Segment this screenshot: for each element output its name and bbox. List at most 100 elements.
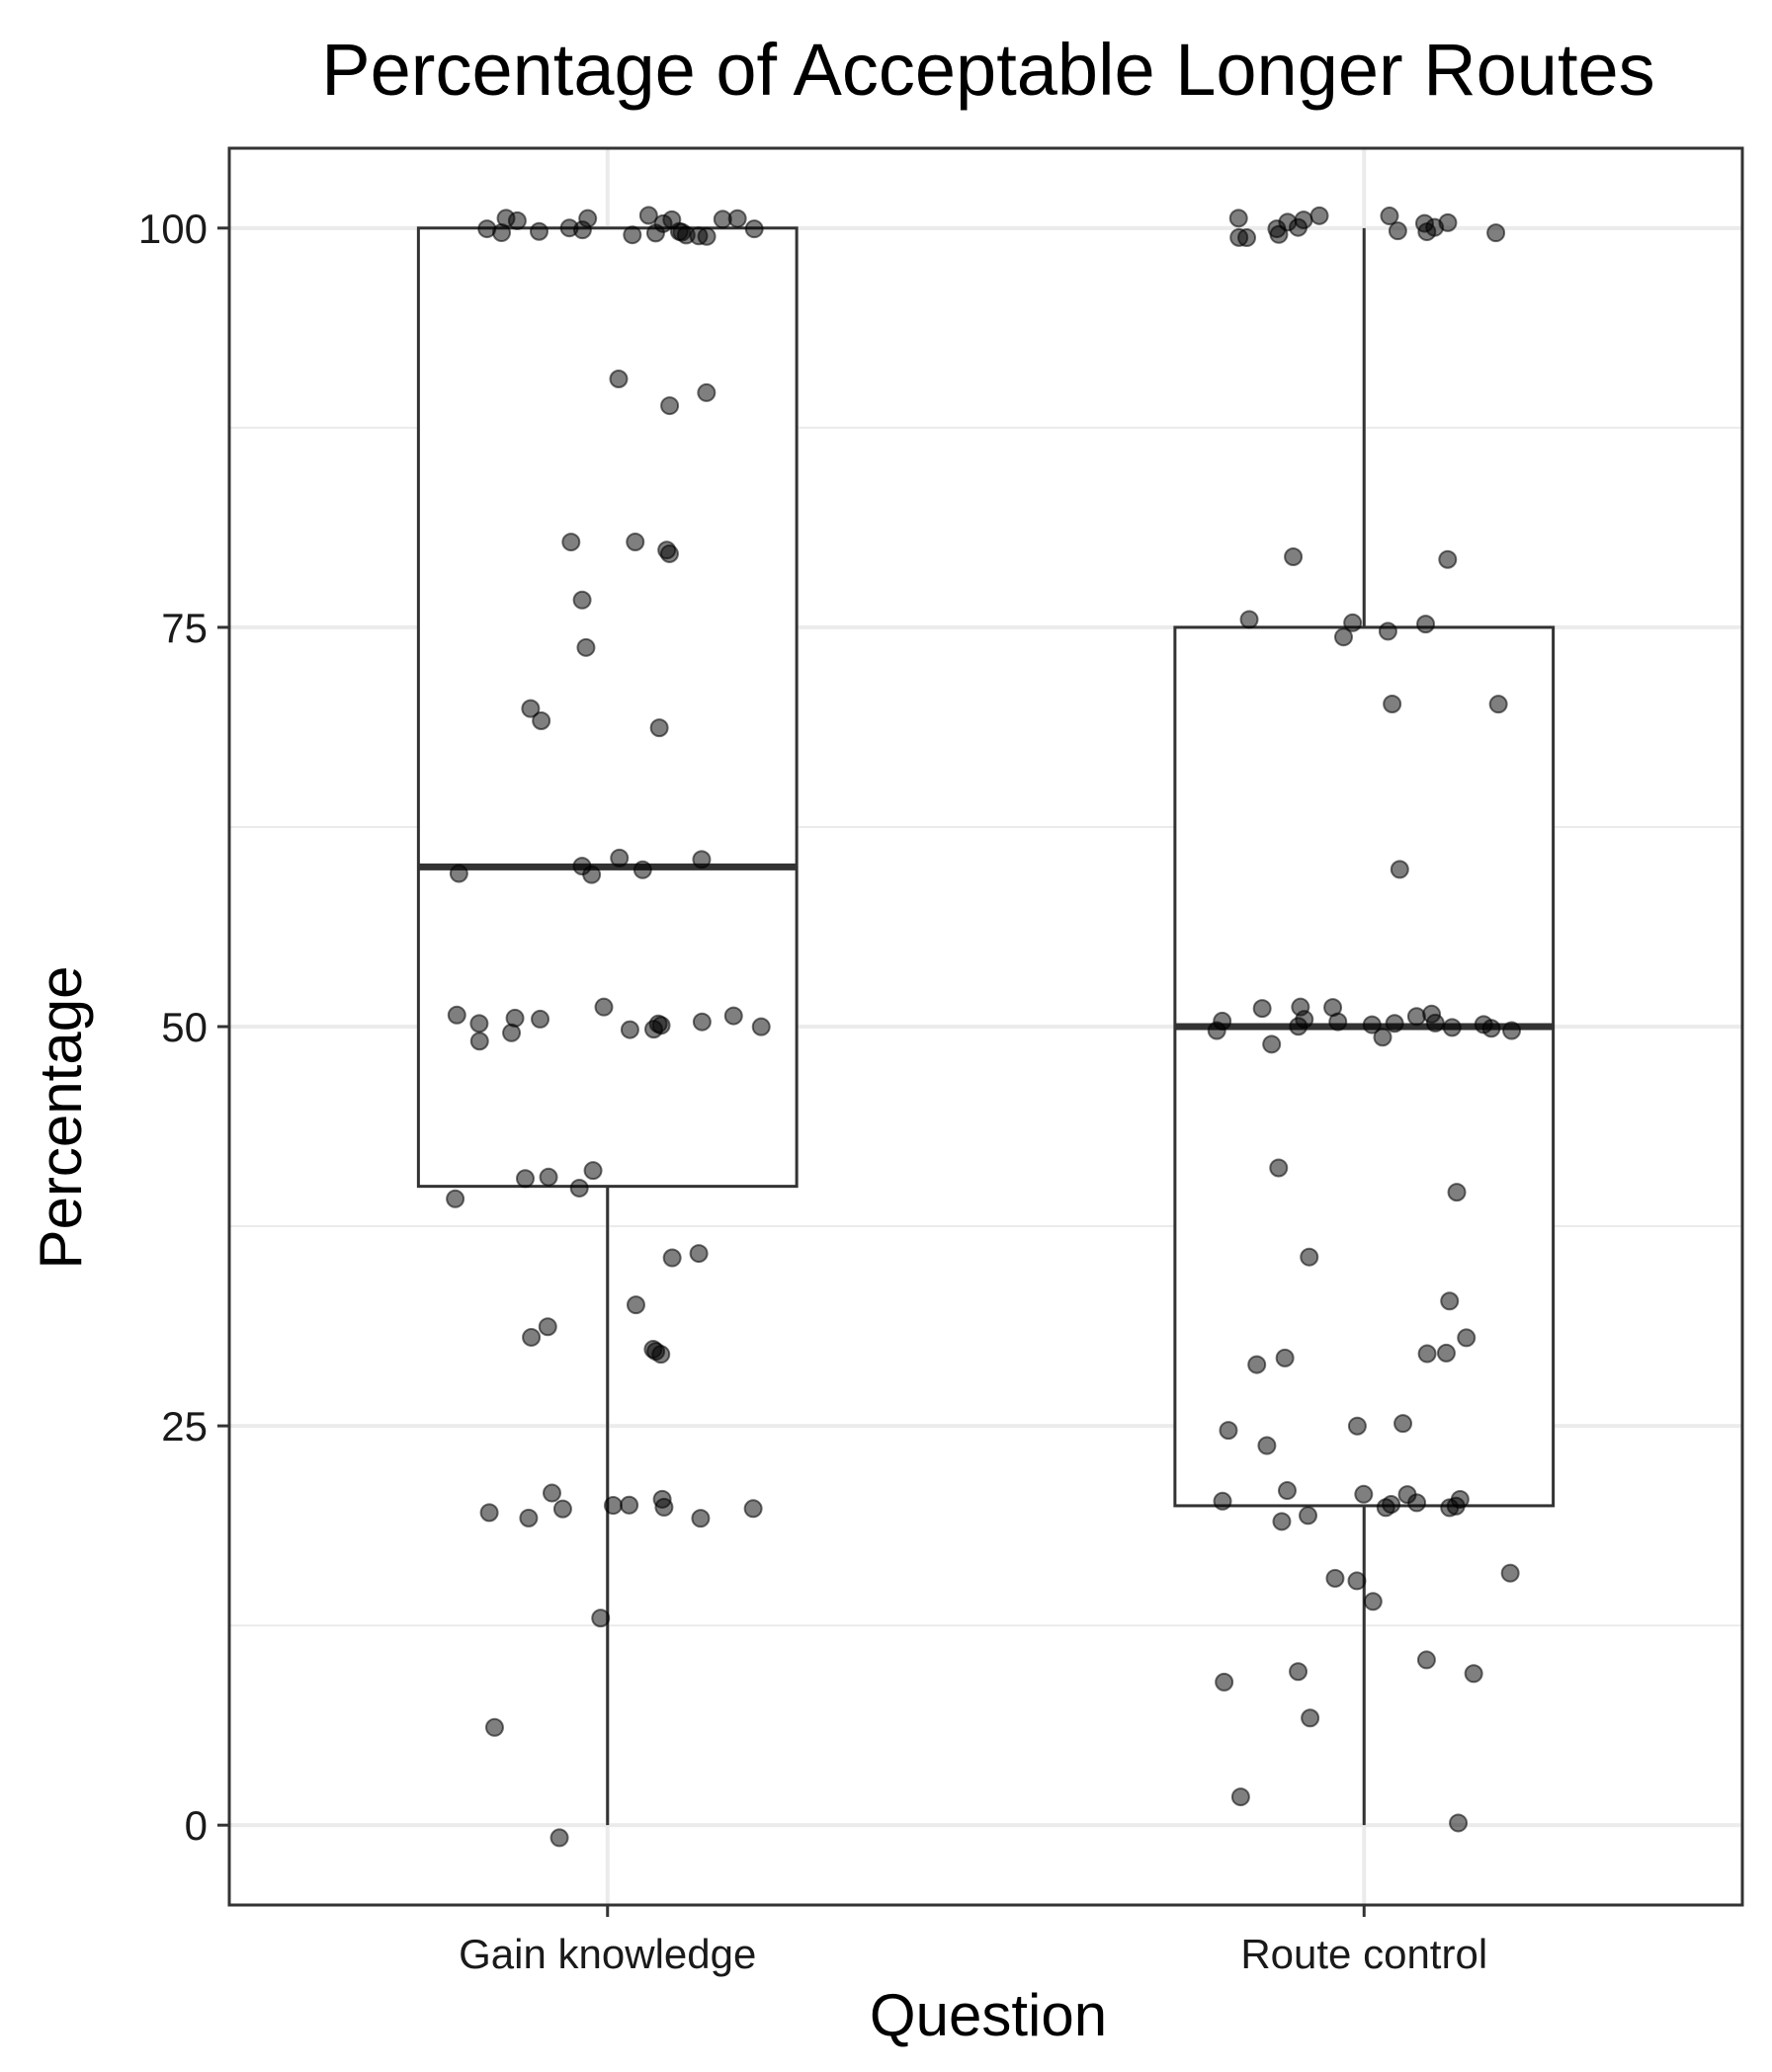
data-point: [1447, 1183, 1467, 1202]
data-point: [1325, 1568, 1345, 1588]
data-point: [1383, 694, 1402, 713]
data-point: [1464, 1664, 1483, 1684]
data-point: [469, 1014, 489, 1034]
data-point: [1385, 1014, 1404, 1034]
data-point: [484, 1717, 504, 1737]
data-point: [1219, 1421, 1238, 1441]
data-point: [620, 1495, 639, 1515]
data-point: [649, 718, 669, 738]
data-point: [582, 865, 602, 884]
data-point: [549, 1828, 569, 1848]
data-point: [1275, 1348, 1295, 1368]
data-point: [727, 208, 747, 228]
x-axis-title: Question: [870, 1982, 1107, 2048]
data-point: [479, 1503, 499, 1523]
data-point: [1272, 1512, 1292, 1532]
data-point: [1247, 1355, 1267, 1374]
data-point: [594, 997, 614, 1017]
data-point: [689, 1244, 709, 1264]
data-point: [576, 637, 596, 657]
data-point: [660, 396, 680, 416]
y-tick-label: 50: [161, 1004, 208, 1050]
data-point: [1347, 1416, 1367, 1436]
data-point: [692, 850, 712, 870]
data-point: [1347, 1571, 1367, 1591]
y-tick-label: 25: [161, 1403, 208, 1450]
chart-title: Percentage of Acceptable Longer Routes: [321, 29, 1654, 111]
data-point: [1213, 1491, 1232, 1511]
data-point: [1481, 1019, 1501, 1038]
x-tick-label: Route control: [1240, 1931, 1487, 1977]
data-point: [626, 532, 645, 551]
data-point: [469, 1032, 489, 1051]
data-point: [723, 1006, 743, 1026]
data-point: [1228, 208, 1248, 228]
data-point: [591, 1609, 611, 1628]
x-axis: Gain knowledge Route control: [459, 1905, 1487, 1977]
data-point: [1425, 1013, 1445, 1033]
data-point: [1239, 610, 1259, 629]
data-point: [646, 1342, 666, 1362]
data-point: [1438, 549, 1458, 569]
data-point: [1380, 207, 1399, 226]
data-point: [1393, 1414, 1413, 1434]
data-point: [1407, 1493, 1427, 1513]
data-point: [691, 1509, 711, 1529]
data-point: [502, 1023, 522, 1042]
data-point: [538, 1317, 557, 1337]
data-point: [1252, 999, 1272, 1019]
y-axis: 0 25 50 75 100: [138, 206, 229, 1849]
data-point: [1488, 695, 1508, 714]
points-0: [446, 206, 771, 1848]
data-point: [572, 590, 592, 610]
points-1: [1207, 206, 1522, 1833]
data-point: [1414, 213, 1434, 233]
data-point: [603, 1496, 623, 1516]
data-point: [529, 221, 548, 241]
data-point: [1363, 1592, 1383, 1612]
data-point: [751, 1017, 771, 1036]
data-point: [578, 208, 598, 228]
data-point: [1277, 1481, 1297, 1501]
y-axis-title: Percentage: [28, 966, 94, 1270]
data-point: [569, 1178, 589, 1198]
data-point: [1257, 1436, 1277, 1455]
data-point: [692, 1012, 712, 1032]
data-point: [659, 543, 679, 563]
data-point: [1269, 1158, 1289, 1178]
data-point: [633, 860, 652, 879]
data-point: [1390, 860, 1409, 879]
data-point: [1446, 1496, 1466, 1516]
data-point: [1362, 1015, 1382, 1035]
data-point: [610, 848, 630, 868]
data-point: [1382, 1495, 1401, 1515]
data-point: [531, 1009, 550, 1029]
data-point: [583, 1161, 603, 1181]
y-tick-label: 75: [161, 605, 208, 651]
data-point: [542, 1483, 561, 1503]
data-point: [522, 1327, 542, 1347]
data-point: [1388, 221, 1407, 241]
data-point: [1299, 1506, 1318, 1526]
data-point: [1378, 622, 1397, 641]
data-point: [1289, 217, 1308, 237]
data-point: [507, 210, 527, 230]
data-point: [492, 223, 512, 243]
data-point: [697, 382, 717, 402]
data-point: [559, 218, 579, 238]
data-point: [638, 206, 658, 225]
data-point: [515, 1169, 535, 1189]
data-point: [1502, 1021, 1522, 1040]
data-point: [539, 1167, 558, 1187]
data-point: [1284, 546, 1304, 566]
data-point: [676, 225, 696, 245]
data-point: [1289, 1017, 1308, 1036]
data-point: [1301, 1708, 1320, 1728]
data-point: [626, 1295, 645, 1315]
data-point: [1237, 228, 1257, 248]
data-point: [1309, 206, 1329, 225]
data-point: [1500, 1563, 1520, 1583]
data-point: [446, 1189, 465, 1208]
data-point: [561, 533, 581, 552]
